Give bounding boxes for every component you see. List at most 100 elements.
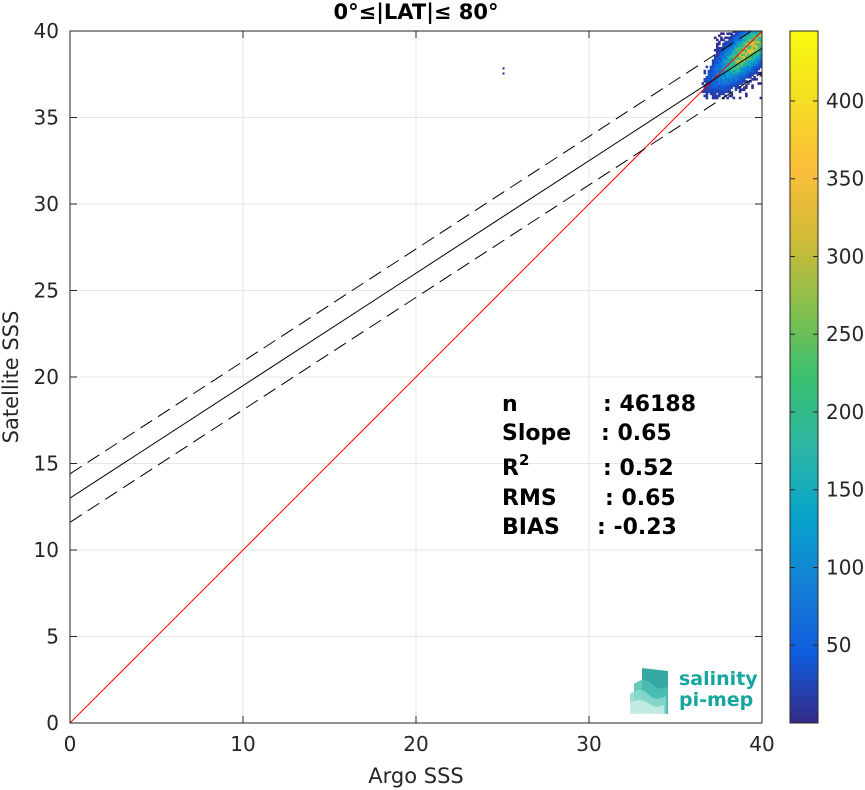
heatmap-cell xyxy=(728,73,732,77)
heatmap-cell xyxy=(747,46,750,50)
heatmap-cell xyxy=(732,44,736,48)
heatmap-cell xyxy=(742,42,746,46)
heatmap-cell xyxy=(713,63,717,67)
heatmap-cell xyxy=(728,46,732,50)
heatmap-cell xyxy=(707,78,711,81)
heatmap-cell xyxy=(753,61,756,65)
colorbar-tick-label: 300 xyxy=(826,244,864,268)
heatmap-cell xyxy=(730,86,734,89)
heatmap-cell xyxy=(753,44,756,48)
heatmap-cell xyxy=(732,84,736,87)
heatmap-cell xyxy=(730,63,734,67)
heatmap-cell xyxy=(755,69,759,73)
heatmap-cell xyxy=(738,80,742,83)
heatmap-cell xyxy=(759,96,762,100)
heatmap-cell xyxy=(745,63,748,67)
heatmap-cell xyxy=(749,46,752,50)
heatmap-cell xyxy=(734,73,738,77)
heatmap-cell xyxy=(730,46,734,50)
heatmap-cell xyxy=(740,82,744,85)
heatmap-cell xyxy=(703,78,707,81)
heatmap-cell xyxy=(757,40,761,44)
logo-text-salinity: salinity xyxy=(679,668,758,690)
heatmap-cell xyxy=(742,53,746,56)
heatmap-cell xyxy=(745,73,748,77)
stat-label-n: n xyxy=(502,392,518,417)
heatmap-cell xyxy=(736,57,740,60)
heatmap-cell xyxy=(749,34,752,38)
heatmap-cell xyxy=(745,67,748,71)
heatmap-cell xyxy=(755,42,759,46)
heatmap-cell xyxy=(715,65,719,69)
heatmap-cell xyxy=(726,51,729,54)
heatmap-cell xyxy=(715,80,719,83)
heatmap-cell xyxy=(715,82,719,85)
heatmap-cell xyxy=(728,84,732,87)
heatmap-cell xyxy=(726,59,729,62)
heatmap-cell xyxy=(732,36,736,40)
heatmap-cell xyxy=(751,34,754,38)
heatmap-cell xyxy=(709,67,713,71)
heatmap-cell xyxy=(722,44,725,48)
heatmap-cell xyxy=(755,57,759,60)
heatmap-cell xyxy=(742,36,746,40)
heatmap-cell xyxy=(730,78,734,81)
heatmap-cell xyxy=(713,78,717,81)
heatmap-cell xyxy=(718,80,721,83)
heatmap-cell xyxy=(740,75,744,79)
heatmap-cell xyxy=(736,40,740,44)
heatmap-cell xyxy=(751,61,754,65)
heatmap-cell xyxy=(711,67,715,71)
heatmap-cell xyxy=(715,96,719,100)
heatmap-cell xyxy=(755,46,759,50)
heatmap-cell xyxy=(757,34,761,38)
heatmap-cell xyxy=(713,61,717,65)
heatmap-cell xyxy=(732,55,736,58)
heatmap-cell xyxy=(759,42,762,46)
heatmap-cell xyxy=(757,71,761,75)
heatmap-cell xyxy=(730,82,734,85)
heatmap-cell xyxy=(755,48,759,52)
heatmap-cell xyxy=(747,82,750,85)
heatmap-cell xyxy=(709,86,713,89)
y-tick-label: 5 xyxy=(46,625,59,649)
heatmap-cell xyxy=(738,57,742,60)
heatmap-cell xyxy=(749,71,752,75)
heatmap-cell xyxy=(707,80,711,83)
heatmap-cell xyxy=(724,86,727,89)
heatmap-cell xyxy=(759,57,762,60)
heatmap-cell xyxy=(742,88,746,92)
heatmap-cell xyxy=(745,61,748,65)
heatmap-cell xyxy=(747,31,750,33)
heatmap-cell xyxy=(749,42,752,46)
heatmap-cell xyxy=(724,59,727,62)
heatmap-cell xyxy=(753,42,756,46)
heatmap-cell xyxy=(724,48,727,52)
heatmap-cell xyxy=(738,38,742,42)
heatmap-cell xyxy=(740,40,744,44)
heatmap-cell xyxy=(738,78,742,81)
heatmap-cell xyxy=(740,44,744,48)
heatmap-cell xyxy=(751,55,754,58)
heatmap-cell xyxy=(745,51,748,54)
heatmap-cell xyxy=(713,48,717,52)
heatmap-cell xyxy=(726,67,729,71)
heatmap-cell xyxy=(726,61,729,65)
heatmap-cell xyxy=(751,51,754,54)
heatmap-cell xyxy=(720,36,723,40)
heatmap-cell xyxy=(740,36,744,40)
heatmap-cell xyxy=(703,80,707,83)
heatmap-cell xyxy=(736,63,740,67)
heatmap-cell xyxy=(755,71,759,75)
heatmap-cell xyxy=(728,65,732,69)
heatmap-cell xyxy=(715,69,719,73)
heatmap-cell xyxy=(720,71,723,75)
heatmap-cell xyxy=(724,73,727,77)
heatmap-cell xyxy=(751,78,754,81)
heatmap-cell xyxy=(749,51,752,54)
heatmap-cell xyxy=(724,90,727,94)
heatmap-cell xyxy=(742,86,746,89)
heatmap-cell xyxy=(730,73,734,77)
heatmap-cell xyxy=(759,36,762,40)
heatmap-cell xyxy=(728,48,732,52)
